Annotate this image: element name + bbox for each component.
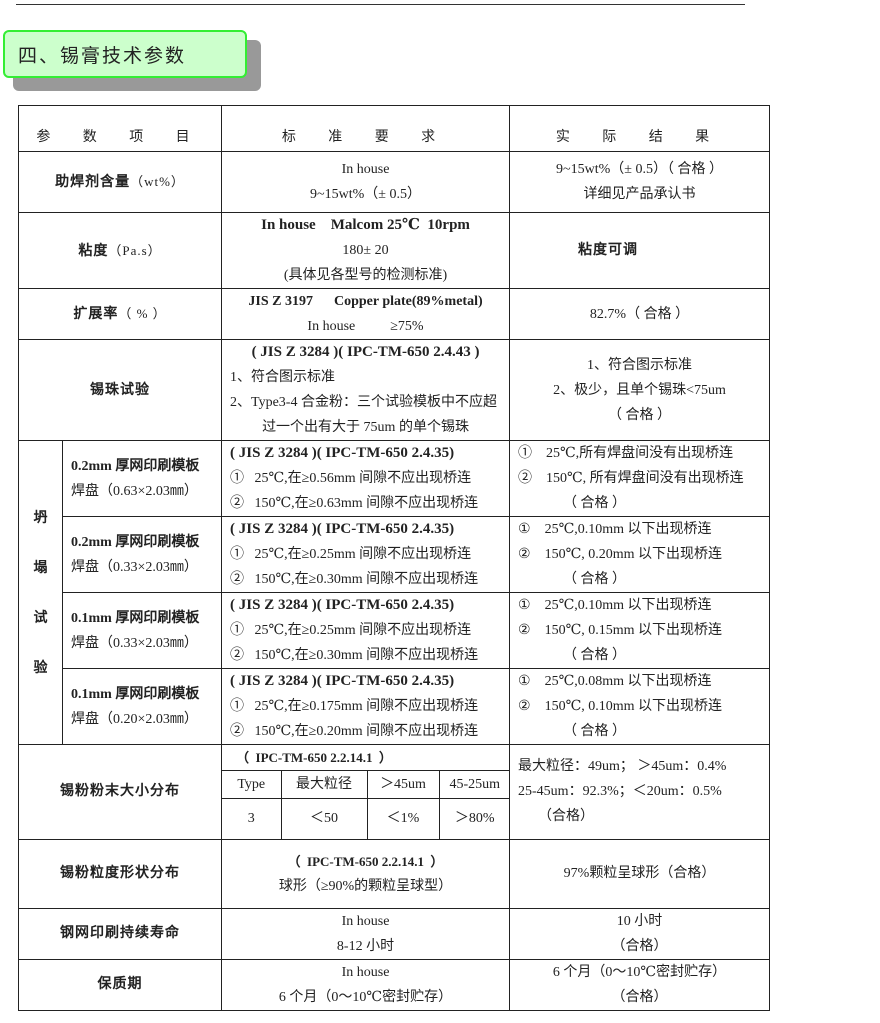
result-cell: 6 个月（0～10℃密封贮存） （合格） (509, 958, 771, 1011)
standard-cell: ( JIS Z 3284 )( IPC-TM-650 2.4.35) ① 25℃,… (221, 668, 511, 745)
table-row: 锡粉粒度形状分布 （ IPC-TM-650 2.2.14.1 ）球形（≥90%的… (17, 838, 771, 909)
powder-size-table: Type 最大粒径 ＞45um 45-25um 3 ＜50 ＜1% ＞80% (222, 770, 511, 839)
result-cell: ① 25℃,0.10mm 以下出现桥连 ② 150℃, 0.15mm 以下出现桥连… (509, 592, 771, 669)
stencil-name: 0.2mm 厚网印刷模板 焊盘（0.33×2.03㎜） (61, 516, 223, 593)
standard-cell: In house 9~15wt%（± 0.5） (221, 151, 511, 213)
result-cell: ① 25℃,0.08mm 以下出现桥连 ② 150℃, 0.10mm 以下出现桥连… (509, 668, 771, 745)
slump-row: 坍塌试验 0.2mm 厚网印刷模板 焊盘（0.63×2.03㎜） ( JIS Z … (18, 440, 771, 745)
col-header: 45-25um (438, 770, 511, 799)
standard-cell: In house Malcom 25℃ 10rpm 180± 20 (具体见各型号的… (221, 212, 511, 289)
section-title: 四、锡膏技术参数 (3, 30, 247, 78)
stencil-name: 0.1mm 厚网印刷模板 焊盘（0.33×2.03㎜） (61, 592, 223, 669)
standard-cell: In house 6 个月（0～10℃密封贮存） (221, 958, 511, 1011)
result-cell: ① 25℃,所有焊盘间没有出现桥连 ② 150℃, 所有焊盘间没有出现桥连（ 合格… (509, 440, 771, 517)
slump-row: 0.2mm 厚网印刷模板 焊盘（0.33×2.03㎜） ( JIS Z 3284 … (19, 516, 771, 593)
result-cell: 最大粒径：49um； ＞45um：0.4% 25-45um：92.3%；＜20um… (509, 744, 771, 840)
table-row: 锡珠试验 ( JIS Z 3284 )( IPC-TM-650 2.4.43 )… (17, 339, 771, 441)
result-cell: ① 25℃,0.10mm 以下出现桥连 ② 150℃, 0.20mm 以下出现桥连… (509, 516, 771, 593)
col-header: ＞45um (366, 770, 440, 799)
result-cell: 粘度可调 (509, 212, 771, 289)
row-label: 扩展率（ % ） (17, 288, 223, 340)
table-row: 保质期 In house 6 个月（0～10℃密封贮存） 6 个月（0～10℃密封… (17, 958, 771, 1011)
standard-cell: （ IPC-TM-650 2.2.14.1 ） Type 最大粒径 ＞45um 45-… (221, 744, 511, 840)
cell: ＞80% (438, 798, 511, 839)
spec-table: 参 数 项 目 标 准 要 求 实 际 结 果 助焊剂含量（wt%） In ho… (17, 105, 771, 1011)
row-label: 粘度（Pa.s） (17, 212, 223, 289)
col-header: Type (222, 770, 282, 799)
standard-cell: ( JIS Z 3284 )( IPC-TM-650 2.4.35) ① 25℃,… (221, 440, 511, 517)
col-header: 最大粒径 (280, 770, 368, 799)
slump-row: 0.1mm 厚网印刷模板 焊盘（0.33×2.03㎜） ( JIS Z 3284 … (19, 592, 771, 669)
result-cell: 1、符合图示标准 2、极少，且单个锡珠<75um （ 合格 ） (509, 339, 771, 441)
table-row: 助焊剂含量（wt%） In house 9~15wt%（± 0.5） 9~15wt… (17, 151, 771, 213)
row-label: 锡粉粉末大小分布 (17, 744, 223, 840)
result-cell: 97%颗粒呈球形（合格） (509, 838, 771, 909)
result-cell: 9~15wt%（± 0.5）（ 合格 ）详细见产品承认书 (509, 151, 771, 213)
table-row: 扩展率（ % ） JIS Z 3197 Copper plate(89%meta… (17, 288, 771, 340)
standard-cell: ( JIS Z 3284 )( IPC-TM-650 2.4.35) ① 25℃,… (221, 592, 511, 669)
header-row: 参 数 项 目 标 准 要 求 实 际 结 果 (17, 105, 771, 152)
result-cell: 10 小时 （合格） (509, 907, 771, 960)
row-label: 锡珠试验 (17, 339, 223, 441)
stencil-name: 0.1mm 厚网印刷模板 焊盘（0.20×2.03㎜） (61, 668, 223, 745)
row-label: 保质期 (17, 958, 223, 1011)
top-rule (16, 4, 745, 5)
cell: ＜50 (280, 798, 368, 839)
row-label: 助焊剂含量（wt%） (17, 151, 223, 213)
row-label: 钢网印刷持续寿命 (17, 907, 223, 960)
cell: ＜1% (366, 798, 440, 839)
powder-row: 锡粉粉末大小分布 （ IPC-TM-650 2.2.14.1 ） Type 最大粒… (17, 744, 771, 840)
standard-cell: JIS Z 3197 Copper plate(89%metal) In hous… (221, 288, 511, 340)
stencil-name: 0.2mm 厚网印刷模板 焊盘（0.63×2.03㎜） (61, 440, 223, 517)
header-result: 实 际 结 果 (509, 105, 771, 152)
table-row: 钢网印刷持续寿命 In house 8-12 小时 10 小时 （合格） (17, 907, 771, 960)
slump-label: 坍塌试验 (18, 440, 63, 745)
standard-cell: ( JIS Z 3284 )( IPC-TM-650 2.4.43 ) 1、符合图… (221, 339, 511, 441)
row-label: 锡粉粒度形状分布 (17, 838, 223, 909)
standard-cell: ( JIS Z 3284 )( IPC-TM-650 2.4.35) ① 25℃,… (221, 516, 511, 593)
standard-cell: （ IPC-TM-650 2.2.14.1 ）球形（≥90%的颗粒呈球型） (221, 838, 511, 909)
cell: 3 (222, 798, 282, 839)
standard-cell: In house 8-12 小时 (221, 907, 511, 960)
slump-row: 0.1mm 厚网印刷模板 焊盘（0.20×2.03㎜） ( JIS Z 3284 … (19, 668, 771, 745)
header-standard: 标 准 要 求 (221, 105, 511, 152)
result-cell: 82.7%（ 合格 ） (509, 288, 771, 340)
header-item: 参 数 项 目 (17, 105, 223, 152)
table-row: 粘度（Pa.s） In house Malcom 25℃ 10rpm 180± 2… (17, 212, 771, 289)
